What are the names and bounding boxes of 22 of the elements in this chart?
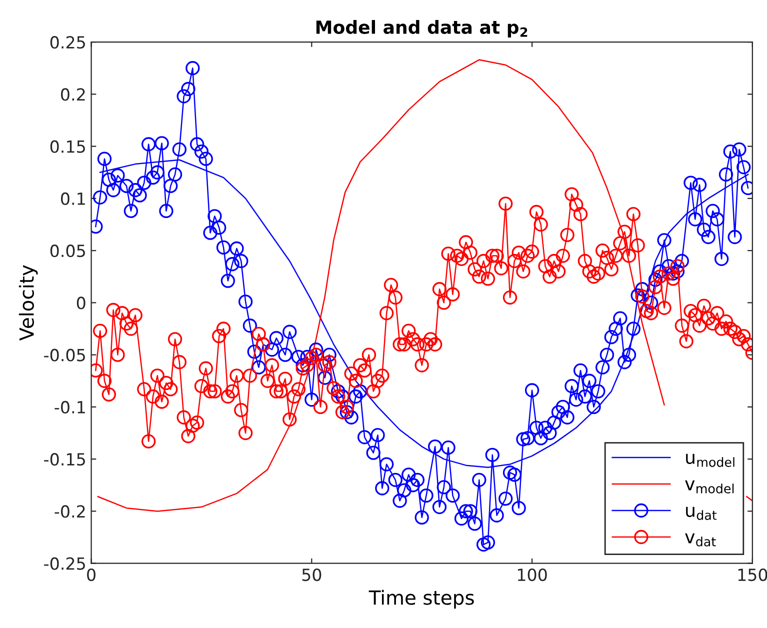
y-tick-label: 0 xyxy=(76,296,86,310)
chart-title: Model and data at p$_{2}$ xyxy=(316,20,528,38)
y-tick-label: 0.05 xyxy=(50,244,85,258)
legend-label: u$_{model}$ xyxy=(686,454,734,467)
legend-label: v$_{dat}$ xyxy=(685,533,716,546)
y-axis-title: Velocity xyxy=(18,265,38,341)
y-tick-label: 0.15 xyxy=(50,140,85,153)
x-tick-label: 150 xyxy=(738,568,767,582)
y-tick-label: -0.25 xyxy=(44,557,85,570)
legend-label: u$_{dat}$ xyxy=(686,506,717,520)
x-tick-label: 100 xyxy=(518,568,547,582)
y-tick-label: 0.1 xyxy=(61,192,85,206)
y-tick-label: -0.15 xyxy=(44,453,85,466)
x-tick-label: 50 xyxy=(302,568,322,582)
y-tick-label: -0.2 xyxy=(54,505,85,518)
y-tick-label: -0.05 xyxy=(44,348,85,362)
legend-label: v$_{model}$ xyxy=(685,480,734,494)
x-tick-label: 0 xyxy=(87,568,96,582)
x-axis-title: Time steps xyxy=(368,590,474,609)
y-tick-label: 0.2 xyxy=(61,88,85,101)
y-tick-label: -0.1 xyxy=(54,400,85,414)
y-tick-label: 0.25 xyxy=(50,36,85,49)
